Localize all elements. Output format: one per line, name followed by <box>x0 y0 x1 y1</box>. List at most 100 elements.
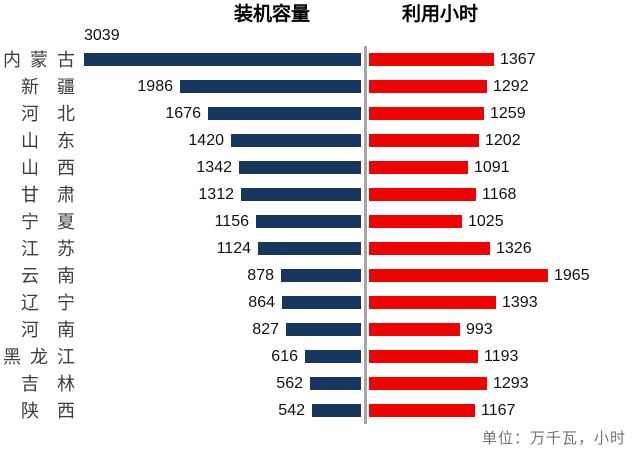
hours-bar <box>369 269 548 282</box>
category-label: 吉林 <box>3 375 75 393</box>
chart-row: 新疆 1986 1292 <box>0 73 632 100</box>
chart-row: 吉林 562 1293 <box>0 370 632 397</box>
hours-value-label: 1193 <box>484 347 519 365</box>
chart-row: 黑龙江 616 1193 <box>0 343 632 370</box>
category-char: 龙 <box>30 346 48 367</box>
capacity-bar <box>241 188 361 201</box>
category-label: 山西 <box>3 159 75 177</box>
category-label: 河南 <box>3 321 75 339</box>
hours-value-label: 1167 <box>481 401 516 419</box>
hours-cell: 1193 <box>369 343 632 370</box>
chart-row: 河北 1676 1259 <box>0 100 632 127</box>
hours-cell: 1293 <box>369 370 632 397</box>
category-char: 河 <box>21 103 39 124</box>
category-char: 河 <box>21 319 39 340</box>
category-char: 夏 <box>57 211 75 232</box>
category-label: 云南 <box>3 267 75 285</box>
capacity-value-label: 1420 <box>188 131 224 149</box>
category-char: 陕 <box>21 400 39 421</box>
hours-cell: 1167 <box>369 397 632 424</box>
capacity-cell: 1312 <box>75 181 361 208</box>
hours-bar <box>369 107 484 120</box>
hours-cell: 1025 <box>369 208 632 235</box>
category-label: 河北 <box>3 105 75 123</box>
chart-plot-area: 内蒙古 3039 1367 新疆 1986 1292 河北 1676 1259 山东 1420 120… <box>0 27 632 424</box>
capacity-cell: 616 <box>75 343 361 370</box>
capacity-value-label: 878 <box>247 266 274 284</box>
capacity-bar <box>282 296 361 309</box>
category-char: 江 <box>57 346 75 367</box>
hours-bar <box>369 161 468 174</box>
capacity-value-label: 827 <box>252 320 279 338</box>
capacity-value-label: 1124 <box>216 239 251 257</box>
right-series-title: 利用小时 <box>401 4 478 25</box>
hours-cell: 1091 <box>369 154 632 181</box>
category-char: 肃 <box>57 184 75 205</box>
category-char: 宁 <box>57 292 75 313</box>
chart-row: 宁夏 1156 1025 <box>0 208 632 235</box>
capacity-cell: 1420 <box>75 127 361 154</box>
hours-bar <box>369 188 476 201</box>
hours-cell: 993 <box>369 316 632 343</box>
hours-bar <box>369 134 479 147</box>
capacity-value-label: 1312 <box>198 185 234 203</box>
category-label: 宁夏 <box>3 213 75 231</box>
hours-value-label: 1292 <box>493 77 529 95</box>
capacity-value-label: 1986 <box>137 77 173 95</box>
category-char: 山 <box>21 130 39 151</box>
hours-bar <box>369 404 475 417</box>
category-label: 甘肃 <box>3 186 75 204</box>
capacity-value-label: 1676 <box>165 104 201 122</box>
hours-value-label: 993 <box>466 320 493 338</box>
hours-cell: 1168 <box>369 181 632 208</box>
chart-row: 甘肃 1312 1168 <box>0 181 632 208</box>
category-char: 南 <box>57 265 75 286</box>
category-char: 云 <box>21 265 39 286</box>
capacity-value-label: 562 <box>276 374 303 392</box>
hours-bar <box>369 296 496 309</box>
hours-cell: 1965 <box>369 262 632 289</box>
category-char: 古 <box>57 49 75 70</box>
hours-value-label: 1367 <box>500 50 536 68</box>
capacity-cell: 3039 <box>75 27 361 73</box>
chart-row: 河南 827 993 <box>0 316 632 343</box>
left-series-title: 装机容量 <box>233 4 310 25</box>
hours-cell: 1292 <box>369 73 632 100</box>
capacity-bar <box>208 107 361 120</box>
hours-bar <box>369 80 487 93</box>
category-label: 黑龙江 <box>3 348 75 366</box>
category-char: 东 <box>57 130 75 151</box>
chart-row: 辽宁 864 1393 <box>0 289 632 316</box>
chart-row: 山西 1342 1091 <box>0 154 632 181</box>
chart-row: 陕西 542 1167 <box>0 397 632 424</box>
hours-bar <box>369 242 490 255</box>
hours-bar <box>369 215 462 228</box>
category-char: 林 <box>57 373 75 394</box>
hours-value-label: 1202 <box>485 131 521 149</box>
hours-cell: 1202 <box>369 127 632 154</box>
category-char: 北 <box>57 103 75 124</box>
capacity-value-label: 864 <box>248 293 275 311</box>
hours-cell: 1393 <box>369 289 632 316</box>
hours-value-label: 1393 <box>502 293 538 311</box>
category-label: 辽宁 <box>3 294 75 312</box>
capacity-cell: 1124 <box>75 235 361 262</box>
category-char: 甘 <box>21 184 39 205</box>
capacity-bar <box>84 53 361 66</box>
capacity-value-label: 1156 <box>214 212 249 230</box>
capacity-cell: 1342 <box>75 154 361 181</box>
capacity-value-label: 542 <box>278 401 305 419</box>
capacity-cell: 562 <box>75 370 361 397</box>
category-char: 内 <box>3 49 21 70</box>
capacity-value-label: 616 <box>271 347 298 365</box>
hours-value-label: 1091 <box>474 158 510 176</box>
category-char: 山 <box>21 157 39 178</box>
chart-row: 云南 878 1965 <box>0 262 632 289</box>
chart-row: 内蒙古 3039 1367 <box>0 27 632 73</box>
capacity-bar <box>281 269 361 282</box>
category-label: 新疆 <box>3 78 75 96</box>
category-char: 疆 <box>57 76 75 97</box>
category-char: 新 <box>21 76 39 97</box>
capacity-cell: 1986 <box>75 73 361 100</box>
hours-bar <box>369 53 494 66</box>
